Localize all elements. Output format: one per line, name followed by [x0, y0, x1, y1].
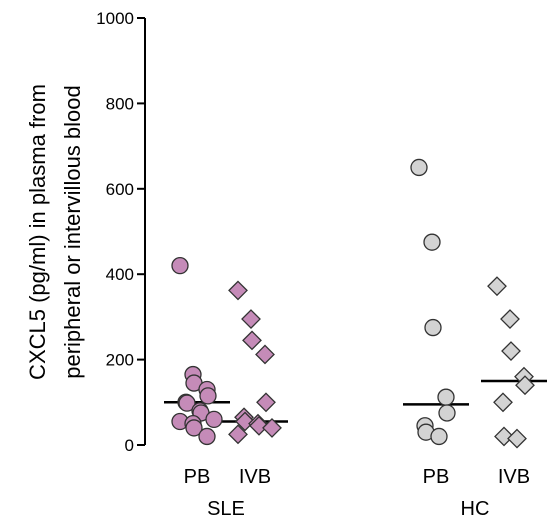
data-point [171, 257, 189, 275]
data-point [228, 424, 248, 445]
data-point [500, 309, 520, 329]
data-point [228, 280, 248, 301]
x-category-label: PB [184, 466, 211, 488]
y-tick-label: 0 [125, 436, 134, 455]
data-point [242, 330, 262, 351]
data-point [256, 392, 276, 413]
data-points [171, 158, 535, 449]
data-point [410, 158, 428, 177]
data-point [249, 415, 269, 436]
data-point [430, 427, 448, 446]
y-tick-label: 800 [106, 94, 134, 113]
y-tick-label: 400 [106, 265, 134, 284]
data-point [198, 427, 216, 446]
x-category-label: IVB [239, 466, 271, 488]
data-point [493, 392, 513, 413]
x-group-label: SLE [207, 498, 245, 520]
data-point [262, 418, 282, 438]
data-point [199, 387, 217, 405]
data-point [241, 309, 261, 329]
data-point [487, 276, 507, 297]
y-axis: 0 200 400 600 800 1000 [96, 9, 146, 455]
data-point [501, 341, 521, 361]
category-labels: PB IVB SLE PB IVB HC [184, 466, 530, 520]
y-tick-label: 600 [106, 180, 134, 199]
data-point [185, 419, 203, 437]
y-tick-label: 1000 [96, 9, 134, 28]
y-tick-label: 200 [106, 351, 134, 370]
x-category-label: PB [423, 466, 450, 488]
data-point [515, 375, 535, 396]
x-group-label: HC [461, 498, 490, 520]
data-point [178, 394, 196, 412]
y-axis-label-line: peripheral or intervillous blood [60, 85, 85, 379]
data-point [437, 388, 455, 406]
data-point [507, 428, 527, 449]
data-point [438, 404, 456, 422]
data-point [205, 410, 223, 429]
x-category-label: IVB [498, 466, 530, 488]
data-point [424, 318, 442, 337]
data-point [494, 426, 514, 447]
y-axis-label: CXCL5 (pg/ml) in plasma from peripheral o… [25, 84, 85, 380]
y-axis-label-line: CXCL5 (pg/ml) in plasma from [25, 84, 50, 380]
data-point [255, 344, 275, 365]
data-point [423, 233, 441, 251]
